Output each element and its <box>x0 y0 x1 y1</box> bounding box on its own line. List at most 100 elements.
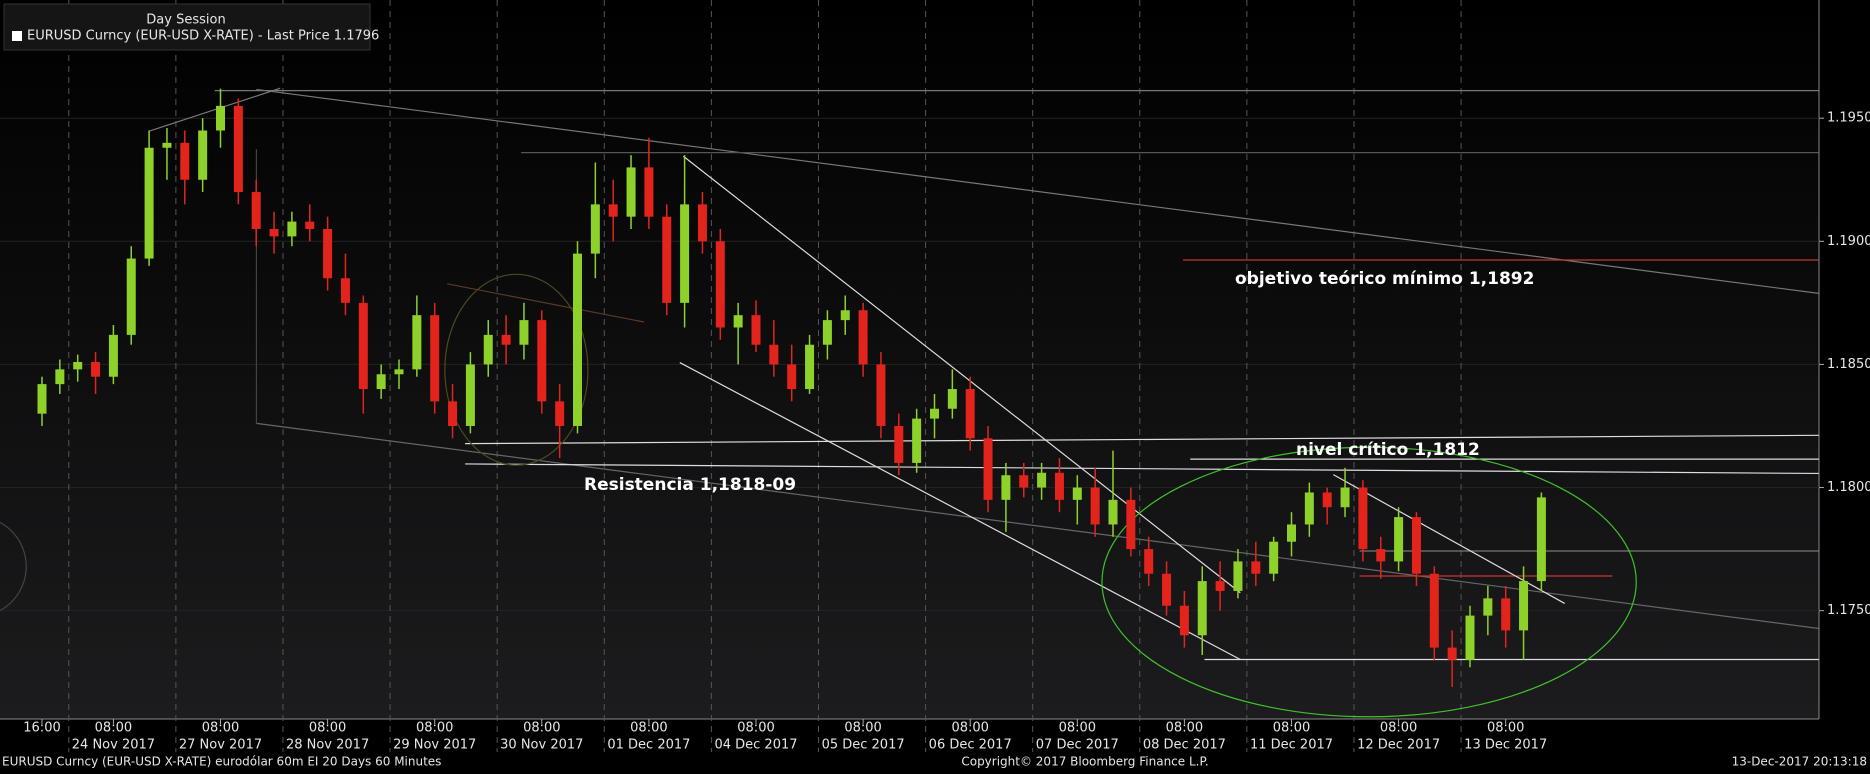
x-tick-label: 08:00 <box>1487 721 1524 736</box>
candle-body <box>1394 517 1404 562</box>
candle-body <box>805 344 815 390</box>
candle-body <box>1483 598 1493 616</box>
x-tick-label: 16:00 <box>23 721 60 736</box>
x-tick-label: 08:00 <box>95 721 132 736</box>
trend-line <box>447 283 645 323</box>
candle-body <box>448 401 458 426</box>
y-tick-label: 1.1800 <box>1827 480 1870 495</box>
candle-body <box>305 221 315 229</box>
candle-body <box>1340 487 1350 508</box>
candle-body <box>1054 472 1064 500</box>
x-date-label: 06 Dec 2017 <box>929 738 1012 753</box>
candle-body <box>162 142 172 148</box>
x-tick-label: 08:00 <box>416 721 453 736</box>
candle-body <box>1251 561 1261 574</box>
candle-body <box>1376 549 1386 562</box>
legend-title: Day Session <box>146 13 225 28</box>
legend-box <box>3 3 371 51</box>
candle-body <box>680 204 690 303</box>
candle-body <box>1501 598 1511 631</box>
y-tick-label: 1.1750 <box>1827 603 1870 618</box>
candle-body <box>787 364 797 390</box>
candle-body <box>1090 487 1100 525</box>
x-date-label: 01 Dec 2017 <box>607 738 690 753</box>
legend-label: EURUSD Curncy (EUR-USD X-RATE) - Last Pr… <box>27 29 379 44</box>
candle-body <box>1197 581 1207 636</box>
candle-body <box>1411 517 1421 574</box>
x-tick-label: 08:00 <box>1166 721 1203 736</box>
x-tick-label: 08:00 <box>202 721 239 736</box>
candle-body <box>662 216 672 303</box>
candle-body <box>1179 605 1189 636</box>
candle-body <box>323 228 333 279</box>
candle-body <box>626 167 636 217</box>
candle-body <box>144 147 154 259</box>
footer-left: EURUSD Curncy (EUR-USD X-RATE) eurodólar… <box>2 755 441 769</box>
candle-body <box>126 258 136 335</box>
annotation: objetivo teórico mínimo 1,1892 <box>1235 269 1534 289</box>
candle-body <box>73 361 83 370</box>
candle-body <box>430 315 440 402</box>
candle-body <box>1322 492 1332 508</box>
x-date-label: 30 Nov 2017 <box>500 738 583 753</box>
candle-body <box>1233 561 1243 591</box>
candle-body <box>287 221 297 237</box>
candle-body <box>822 320 832 345</box>
x-tick-label: 08:00 <box>844 721 881 736</box>
candle-body <box>1536 497 1546 582</box>
candle-body <box>608 204 618 217</box>
candle-body <box>1215 581 1225 591</box>
candle-body <box>1019 475 1029 488</box>
candle-body <box>1287 524 1296 542</box>
highlight-ellipse <box>444 273 589 466</box>
candle-body <box>537 320 547 402</box>
candle-body <box>1001 475 1011 500</box>
candle-body <box>1037 472 1047 488</box>
candle-body <box>769 344 779 365</box>
candle-body <box>1072 487 1082 500</box>
candle-body <box>412 315 422 370</box>
y-tick-label: 1.1950 <box>1827 111 1870 126</box>
candle-body <box>501 334 511 345</box>
highlight-ellipse <box>1101 446 1637 718</box>
candle-body <box>216 105 225 131</box>
x-date-label: 08 Dec 2017 <box>1143 738 1226 753</box>
annotation: Resistencia 1,1818-09 <box>584 475 796 495</box>
x-date-label: 28 Nov 2017 <box>286 738 369 753</box>
candle-body <box>180 142 190 180</box>
x-date-label: 04 Dec 2017 <box>714 738 797 753</box>
candle-body <box>751 315 761 345</box>
candle-body <box>1358 487 1368 550</box>
legend-swatch <box>12 31 22 41</box>
candle-body <box>1519 581 1529 631</box>
level-line <box>465 463 1819 475</box>
trend-line <box>148 87 281 132</box>
candle-body <box>1108 499 1118 525</box>
trend-line <box>256 422 1819 630</box>
candle-body <box>198 130 208 180</box>
x-tick-label: 08:00 <box>951 721 988 736</box>
candle-body <box>840 310 850 321</box>
x-tick-label: 08:00 <box>1059 721 1096 736</box>
x-date-label: 05 Dec 2017 <box>822 738 905 753</box>
candle-body <box>269 228 279 237</box>
candle-body <box>519 320 529 345</box>
candle-body <box>876 364 886 426</box>
candle-body <box>55 369 65 385</box>
candle-body <box>983 438 993 500</box>
footer-center: Copyright© 2017 Bloomberg Finance L.P. <box>961 755 1208 769</box>
channel-line <box>679 362 1241 661</box>
candle-body <box>965 389 975 439</box>
highlight-circle <box>0 521 27 612</box>
candle-body <box>894 425 904 463</box>
x-tick-label: 08:00 <box>523 721 560 736</box>
candle-body <box>91 361 101 377</box>
candle-body <box>465 364 475 426</box>
x-date-label: 27 Nov 2017 <box>179 738 262 753</box>
drawings <box>0 87 1819 718</box>
plot-background <box>0 0 1819 719</box>
annotation: nivel crítico 1,1812 <box>1296 440 1480 460</box>
candle-body <box>733 315 743 328</box>
